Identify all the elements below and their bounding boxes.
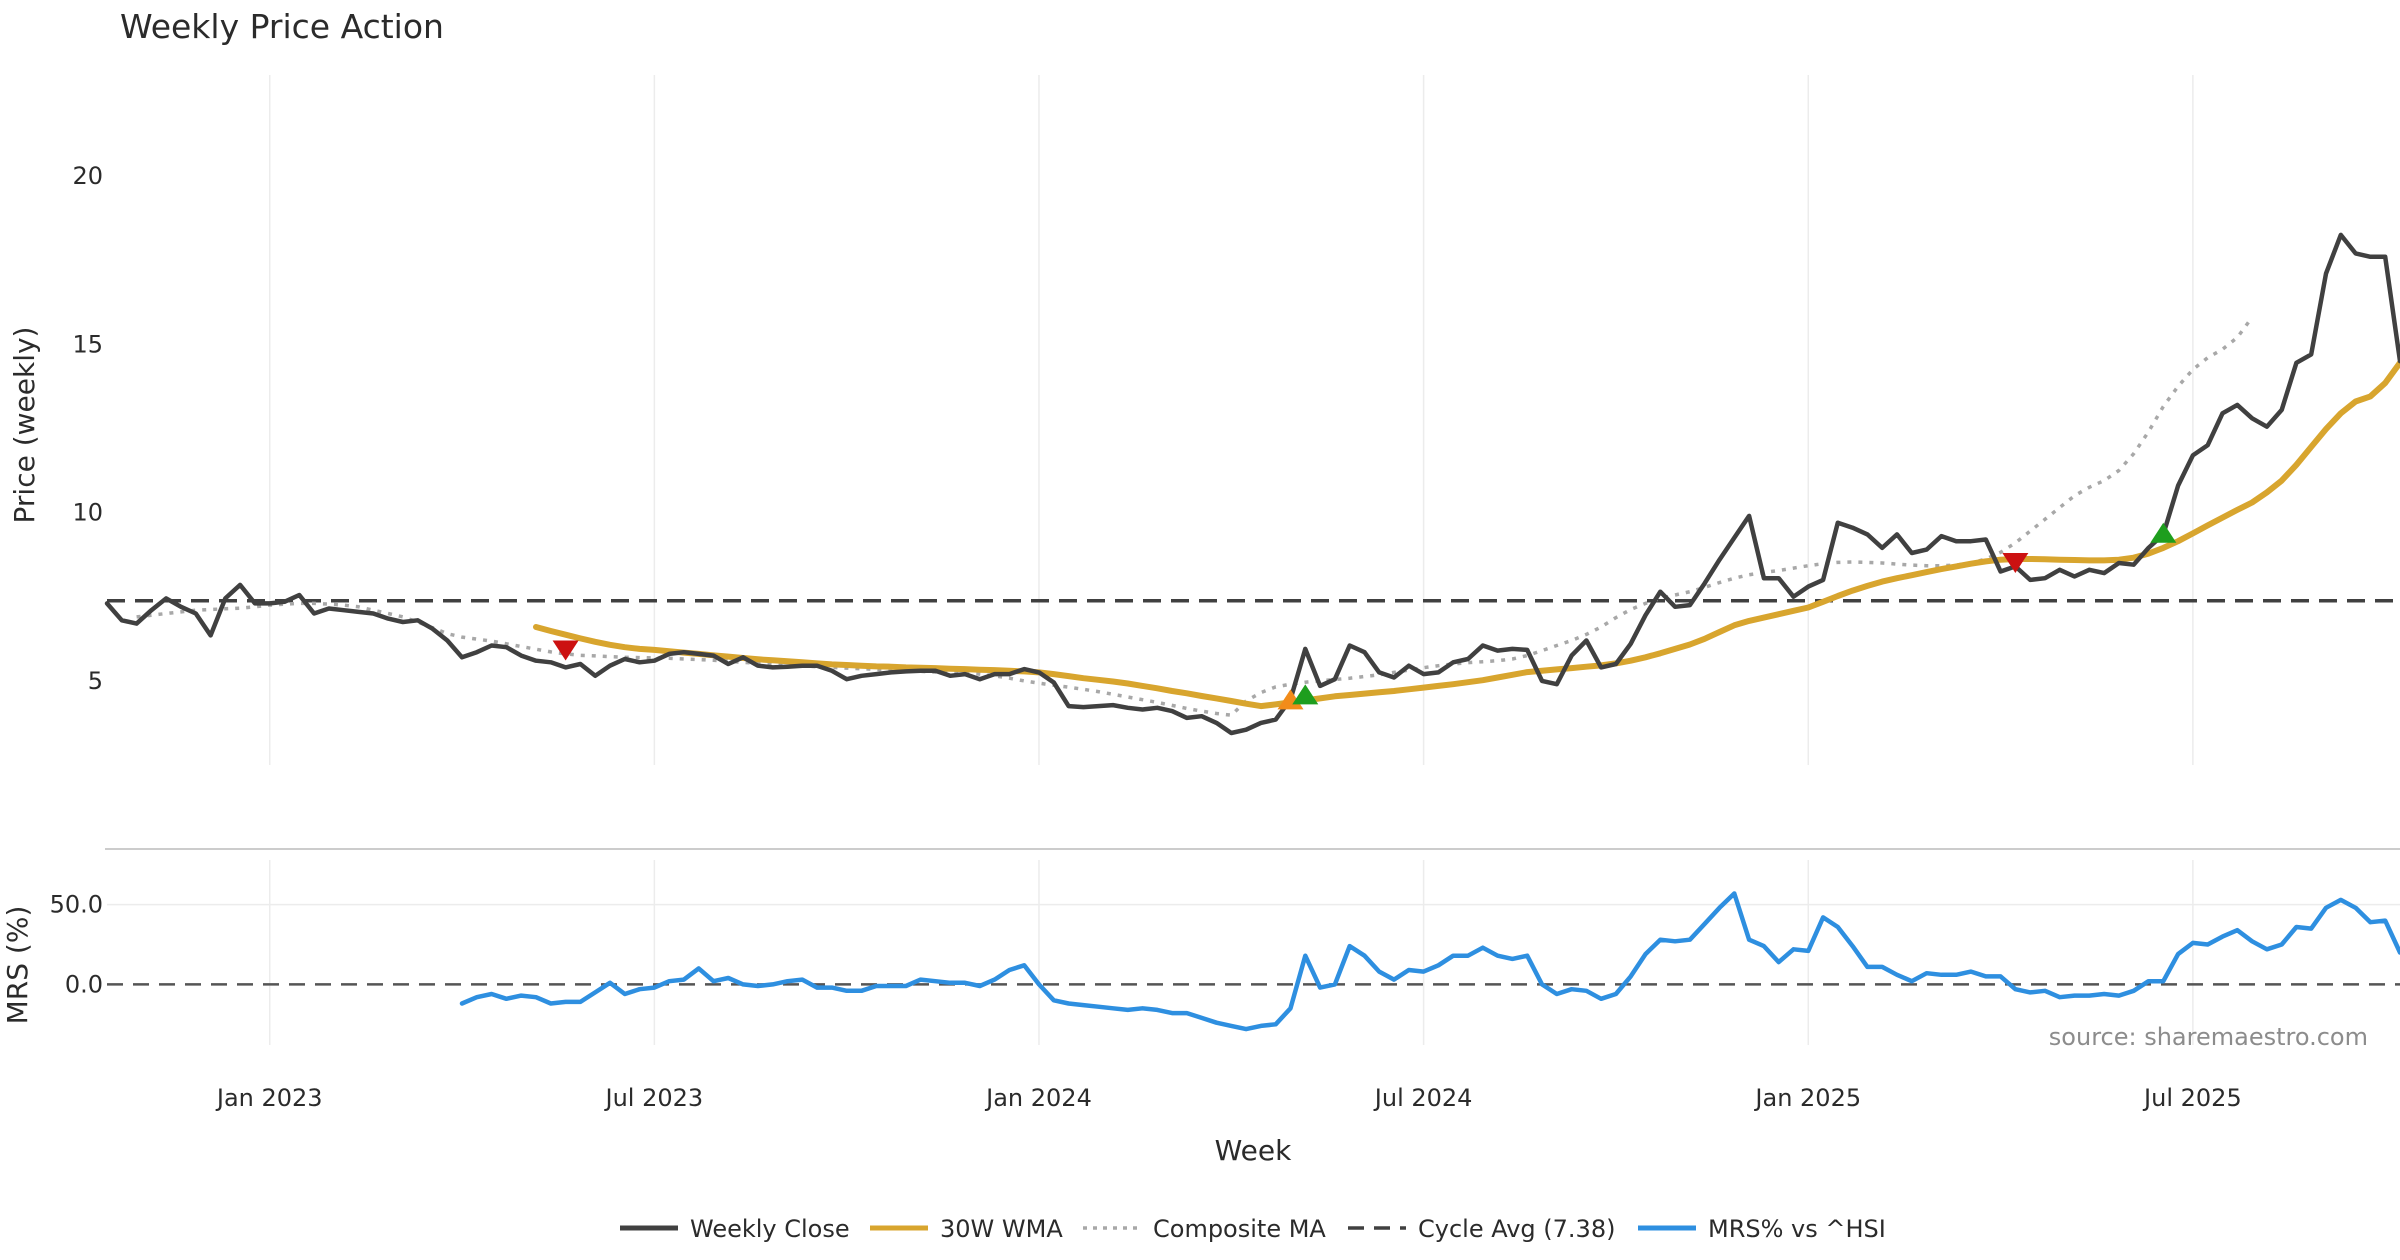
- price-y-axis-label: Price (weekly): [8, 327, 41, 524]
- buy-signal-marker: [1292, 684, 1319, 705]
- buy-signal-marker: [1277, 689, 1304, 710]
- legend-item-label: MRS% vs ^HSI: [1708, 1215, 1886, 1243]
- x-tick-label: Jul 2023: [604, 1084, 704, 1112]
- price-y-tick-label: 10: [72, 499, 103, 527]
- price-y-tick-label: 5: [88, 667, 103, 695]
- x-tick-label: Jan 2023: [215, 1084, 323, 1112]
- x-tick-label: Jan 2024: [984, 1084, 1092, 1112]
- mrs-y-tick-label: 0.0: [65, 970, 103, 998]
- chart-title: Weekly Price Action: [120, 7, 444, 46]
- mrs-plot-area: [107, 891, 2400, 1032]
- chart-legend: Weekly Close 30W WMA Composite MA Cycle Avg…: [620, 1215, 1886, 1243]
- source-text: source: sharemaestro.com: [2049, 1023, 2368, 1051]
- weekly-close-line: [104, 232, 2400, 736]
- price-y-tick-label: 15: [72, 330, 103, 358]
- legend-item-label: Cycle Avg (7.38): [1418, 1215, 1615, 1243]
- sell-signal-marker: [552, 640, 579, 661]
- price-gridlines: [268, 75, 2194, 765]
- mrs-y-axis-label: MRS (%): [1, 906, 34, 1025]
- price-y-ticks: 5 10 15 20: [72, 162, 103, 695]
- price-plot-area: [104, 232, 2400, 736]
- legend-item-label: 30W WMA: [940, 1215, 1063, 1243]
- x-tick-label: Jul 2025: [2142, 1084, 2242, 1112]
- mrs-line: [459, 891, 2400, 1032]
- price-y-tick-label: 20: [72, 162, 103, 190]
- x-axis-label: Week: [1215, 1134, 1292, 1167]
- mrs-y-ticks: 0.0 50.0: [50, 891, 103, 999]
- legend-item-label: Weekly Close: [690, 1215, 850, 1243]
- buy-signal-marker: [2150, 522, 2177, 543]
- x-tick-label: Jan 2025: [1753, 1084, 1861, 1112]
- x-axis-ticks: Jan 2023 Jul 2023 Jan 2024 Jul 2024 Jan 2025…: [215, 1084, 2242, 1112]
- 30w-wma-line: [533, 359, 2400, 710]
- mrs-gridlines: [107, 860, 2400, 1045]
- x-tick-label: Jul 2024: [1373, 1084, 1473, 1112]
- mrs-y-tick-label: 50.0: [50, 891, 103, 919]
- legend-item-label: Composite MA: [1153, 1215, 1326, 1243]
- sell-signal-marker: [2002, 553, 2029, 574]
- composite-ma-line: [136, 316, 2254, 717]
